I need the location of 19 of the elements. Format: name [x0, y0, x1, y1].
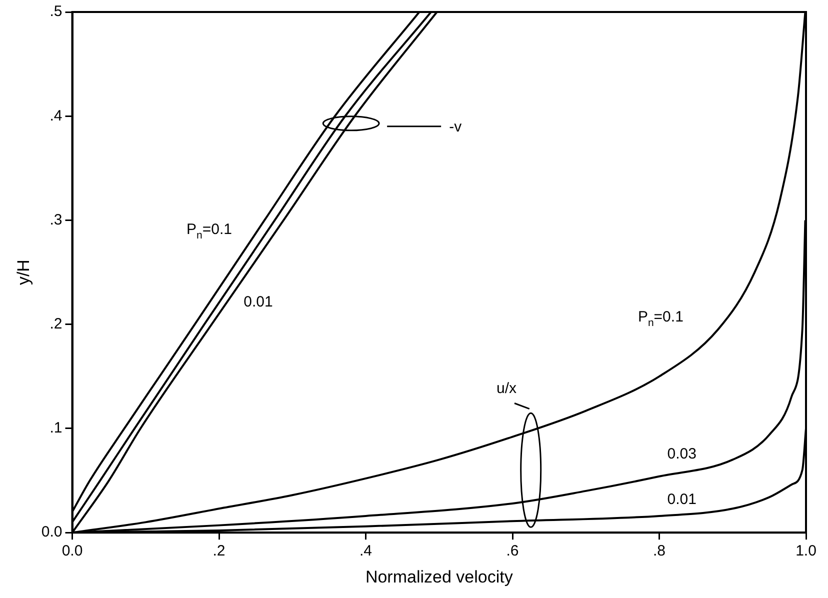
x-tick-label: .6	[506, 542, 519, 560]
y-tick-label: .1	[50, 420, 62, 437]
x-tick-label: .4	[359, 542, 372, 560]
series-label: 0.03	[667, 445, 696, 462]
x-tick-label: .2	[212, 542, 226, 560]
y-tick-label: .3	[50, 211, 62, 228]
series-label: 0.01	[667, 490, 696, 508]
annotation: u/x	[496, 380, 518, 398]
x-tick-label: 1.0	[796, 542, 816, 560]
y-tick-label: .4	[50, 107, 62, 124]
y-tick-label: 0.0	[41, 524, 62, 541]
x-tick-label: 0.0	[62, 542, 83, 560]
y-tick-label: .2	[50, 316, 62, 332]
y-axis-title: y/H	[14, 260, 33, 286]
annotation: -v	[449, 118, 462, 136]
x-axis-title: Normalized velocity	[365, 567, 514, 586]
x-tick-label: .8	[652, 542, 666, 560]
series-label: 0.01	[244, 293, 273, 310]
y-tick-label: .5	[50, 3, 62, 20]
